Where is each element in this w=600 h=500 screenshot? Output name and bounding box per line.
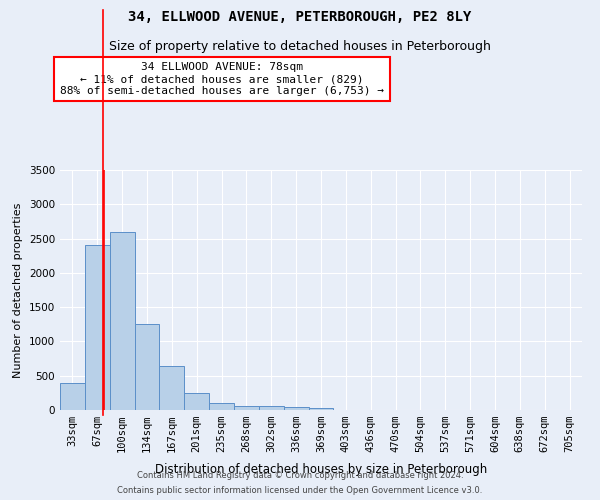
Bar xyxy=(85,246,110,410)
Bar xyxy=(308,408,334,410)
Bar xyxy=(259,406,284,410)
Bar xyxy=(160,366,184,410)
Y-axis label: Number of detached properties: Number of detached properties xyxy=(13,202,23,378)
Bar xyxy=(60,384,85,410)
Bar xyxy=(284,408,308,410)
Text: 34 ELLWOOD AVENUE: 78sqm
← 11% of detached houses are smaller (829)
88% of semi-: 34 ELLWOOD AVENUE: 78sqm ← 11% of detach… xyxy=(60,62,384,96)
Bar xyxy=(110,232,134,410)
Text: Contains HM Land Registry data © Crown copyright and database right 2024.: Contains HM Land Registry data © Crown c… xyxy=(137,471,463,480)
Bar xyxy=(134,324,160,410)
Bar xyxy=(209,403,234,410)
Bar xyxy=(234,406,259,410)
Text: Size of property relative to detached houses in Peterborough: Size of property relative to detached ho… xyxy=(109,40,491,53)
Text: Contains public sector information licensed under the Open Government Licence v3: Contains public sector information licen… xyxy=(118,486,482,495)
X-axis label: Distribution of detached houses by size in Peterborough: Distribution of detached houses by size … xyxy=(155,464,487,476)
Text: 34, ELLWOOD AVENUE, PETERBOROUGH, PE2 8LY: 34, ELLWOOD AVENUE, PETERBOROUGH, PE2 8L… xyxy=(128,10,472,24)
Bar xyxy=(184,393,209,410)
